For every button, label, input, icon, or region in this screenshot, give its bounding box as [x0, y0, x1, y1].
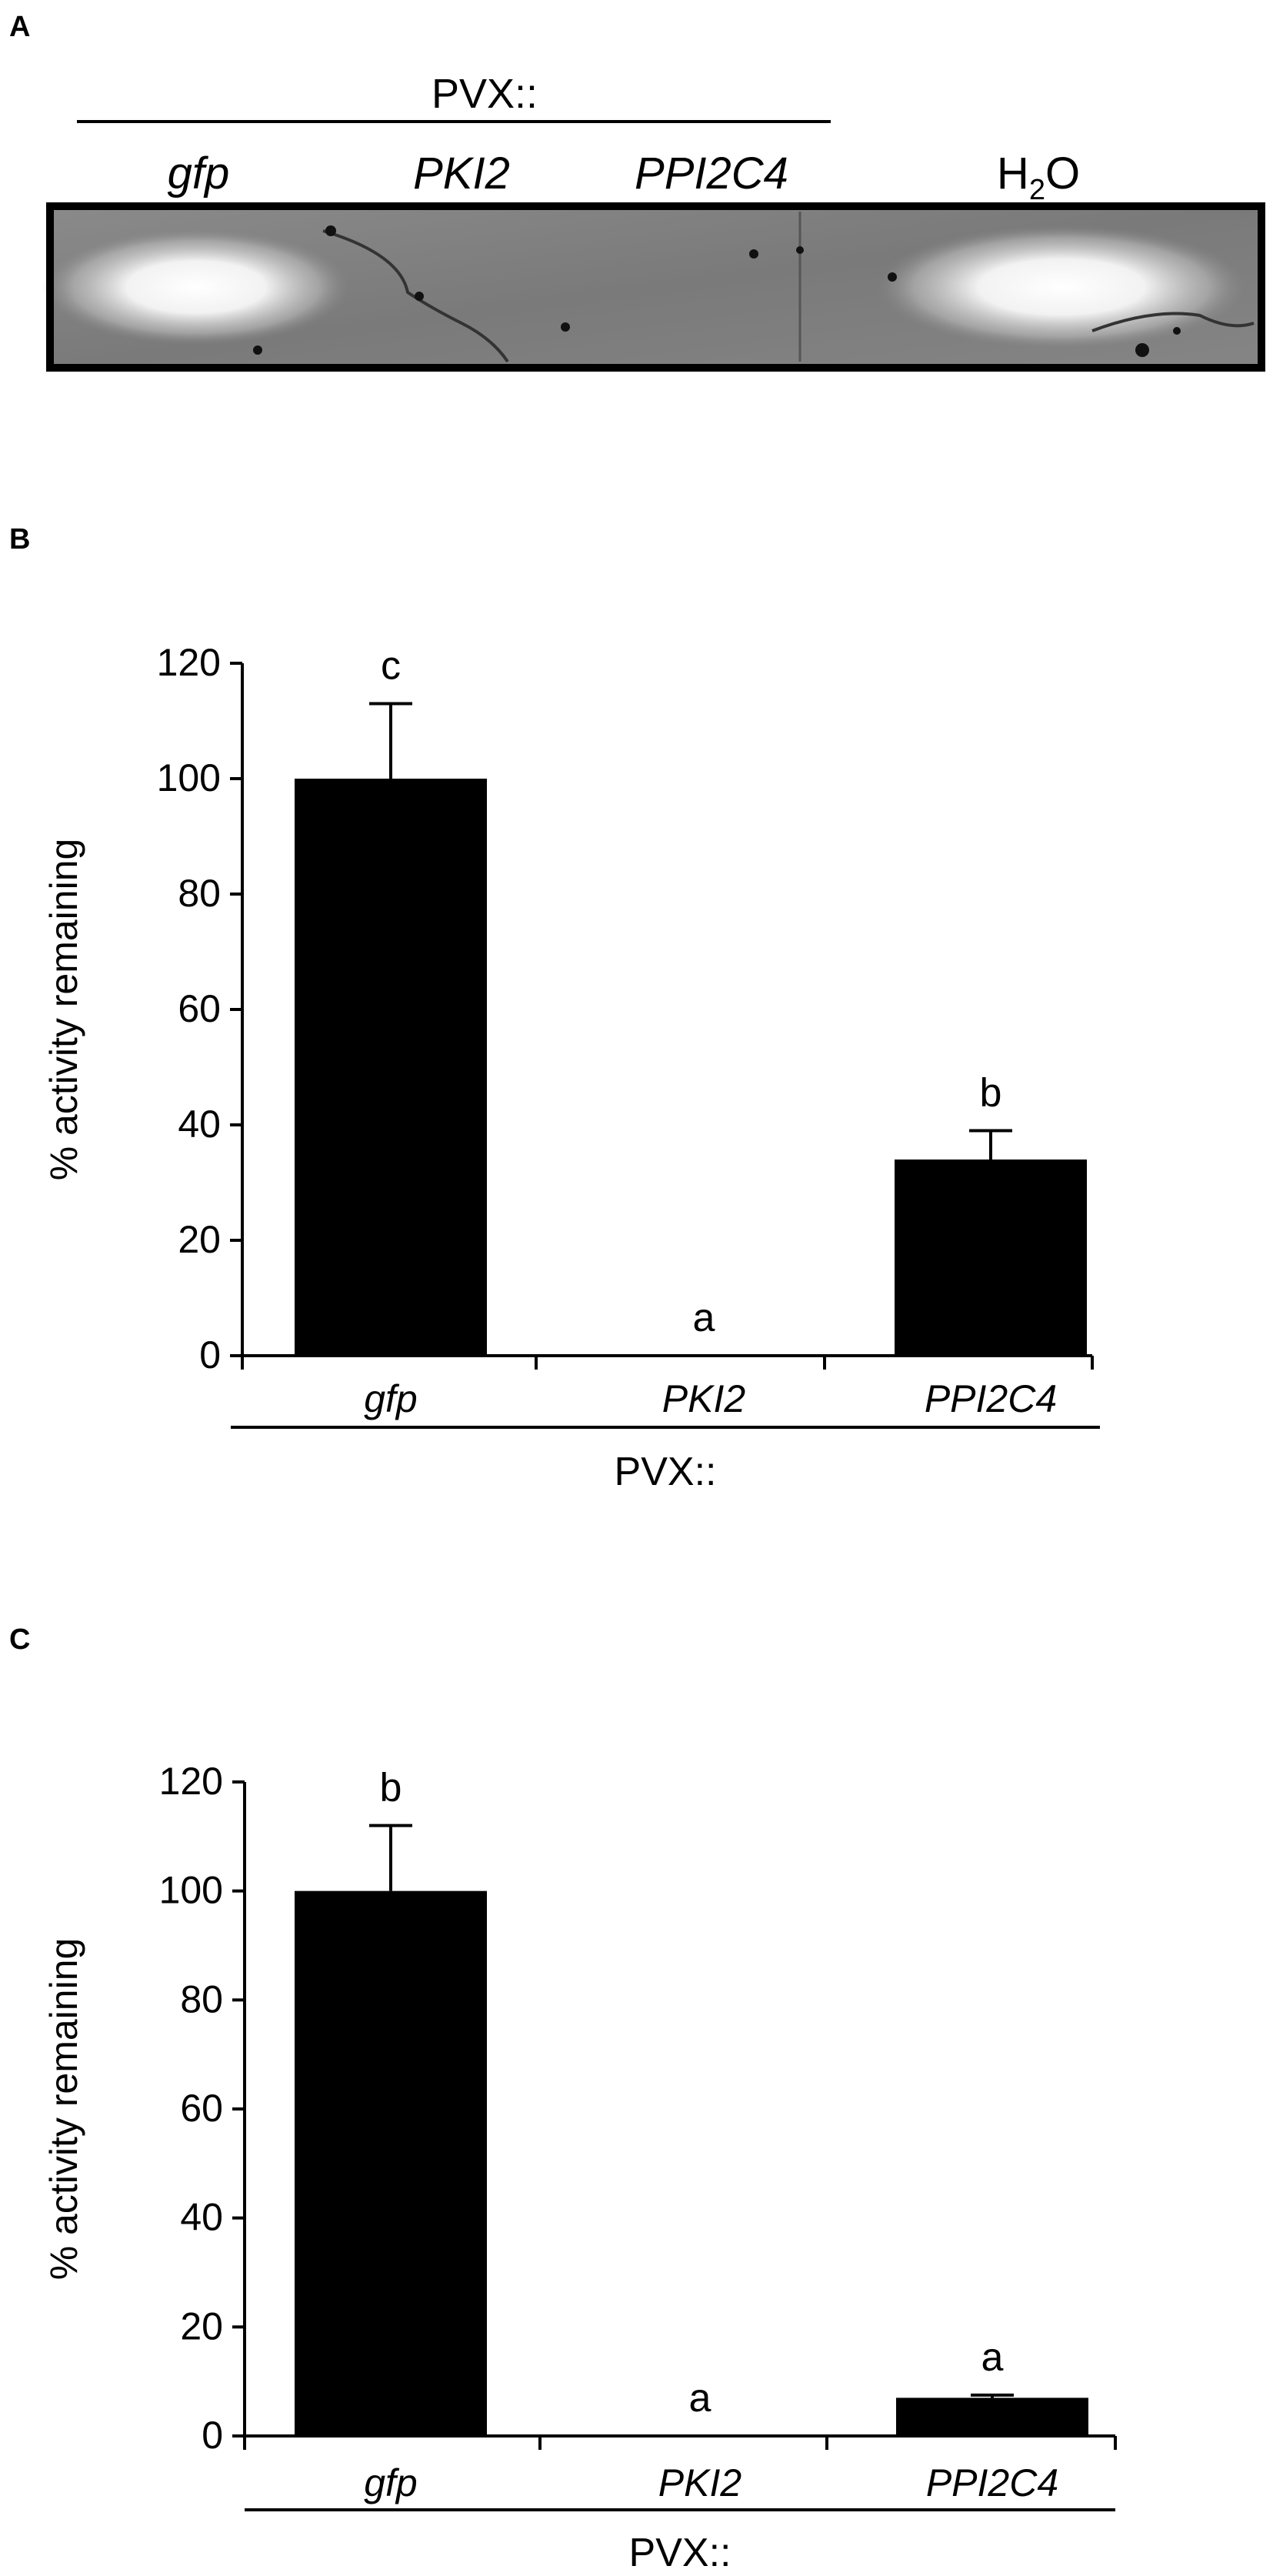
gel-artifact-line-2	[1091, 312, 1255, 332]
y-axis-label: % activity remaining	[42, 1938, 85, 2281]
gel-speck	[325, 225, 336, 236]
y-tick-label: 120	[159, 1760, 223, 1803]
y-tick-label: 100	[159, 1869, 223, 1912]
y-tick-label: 100	[157, 756, 221, 799]
significance-letter: a	[689, 2376, 711, 2421]
y-tick-label: 20	[180, 2304, 223, 2347]
y-tick-label: 60	[180, 2087, 223, 2130]
bar-gfp	[295, 1890, 487, 2436]
gel-artifact-line	[322, 229, 509, 363]
lane-label-pki2: PKI2	[413, 148, 510, 199]
bar-ppi2c4	[896, 2397, 1088, 2436]
significance-letter: c	[381, 644, 401, 689]
significance-letter: b	[380, 1766, 402, 1810]
gel-frame	[46, 202, 1265, 372]
y-tick-label: 80	[178, 872, 221, 915]
x-category-label: PKI2	[662, 1377, 746, 1420]
panel-c: C 0 20 40 60 80 100 120 % activity remaining b gf…	[0, 1623, 1273, 2575]
gel-speck	[749, 249, 758, 259]
panel-a: A PVX:: gfp PKI2 PPI2C4 H2O	[0, 0, 1273, 400]
bar-chart-c: 0 20 40 60 80 100 120 % activity remaining b gfp a…	[42, 1760, 1117, 2575]
lane-label-gfp: gfp	[168, 148, 230, 199]
gel-spot-gfp	[42, 229, 350, 345]
y-axis-label: % activity remaining	[42, 839, 85, 1181]
panel-letter-a: A	[9, 11, 31, 43]
significance-letter: b	[980, 1071, 1002, 1116]
gel-speck	[415, 292, 424, 301]
significance-letter: a	[693, 1296, 715, 1340]
y-tick-label: 80	[180, 1977, 223, 2020]
y-tick-label: 0	[202, 2414, 223, 2457]
x-axis-label: PVX::	[629, 2531, 731, 2572]
bar-chart-b: 0 20 40 60 80 100 120 % activity remaining c gfp a…	[42, 641, 1100, 1494]
gel-speck	[1135, 343, 1149, 357]
gel-figure: PVX:: gfp PKI2 PPI2C4 H2O	[42, 71, 1265, 372]
lane-label-water: H2O	[997, 148, 1080, 206]
y-tick-label: 120	[157, 641, 221, 684]
x-category-label: PPI2C4	[925, 1377, 1057, 1420]
gel-speck	[1173, 327, 1181, 335]
x-category-label: gfp	[364, 2461, 418, 2504]
panel-letter-c: C	[9, 1623, 31, 1656]
y-tick-label: 40	[178, 1103, 221, 1146]
significance-letter: a	[981, 2335, 1004, 2380]
x-axis-label: PVX::	[615, 1450, 717, 1494]
panel-b: B 0 20 40 60 80 100 120 % activity remaining c gf…	[0, 523, 1273, 1539]
lane-label-ppi2c4: PPI2C4	[635, 148, 788, 199]
x-category-label: PPI2C4	[926, 2461, 1058, 2504]
gel-speck	[796, 246, 804, 254]
y-tick-label: 20	[178, 1218, 221, 1261]
gel-spot-water	[877, 225, 1246, 349]
x-category-label: PKI2	[658, 2461, 742, 2504]
gel-speck	[888, 272, 897, 282]
gel-speck	[561, 322, 570, 332]
gel-speck	[253, 345, 262, 355]
x-category-label: gfp	[364, 1377, 418, 1420]
construct-prefix-label: PVX::	[432, 71, 538, 117]
bar-gfp	[295, 779, 487, 1356]
y-tick-label: 60	[178, 987, 221, 1030]
panel-letter-b: B	[9, 523, 31, 556]
y-tick-label: 40	[180, 2196, 223, 2239]
y-tick-label: 0	[199, 1333, 221, 1376]
bar-ppi2c4	[895, 1160, 1087, 1356]
